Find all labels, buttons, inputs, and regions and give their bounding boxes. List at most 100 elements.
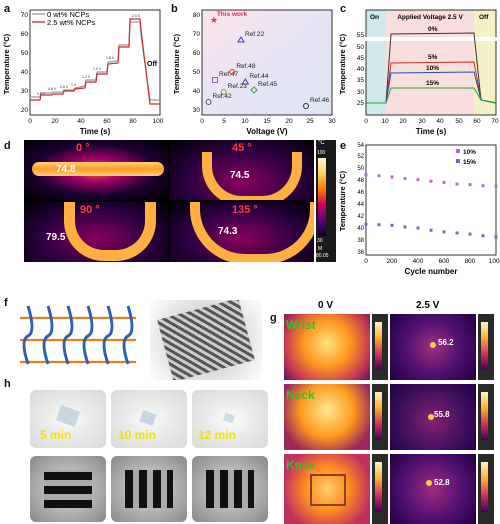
off-label: Off [147, 61, 158, 68]
applied-label: Applied Voltage 2.5 V [397, 14, 463, 21]
x-tick: 40 [436, 118, 444, 125]
x-tick: 0 [364, 118, 368, 125]
y-tick: 40 [193, 88, 201, 95]
data-point-marker: ★ [210, 15, 218, 25]
panel-e-chart: 10% 15% 0 200 400 600 800 1000 36 38 40 … [338, 143, 500, 276]
temp-readout: 56.2 [438, 338, 454, 347]
knit-fabric-photo [150, 300, 262, 380]
y-tick: 50 [357, 166, 364, 172]
time-label: 10 min [118, 428, 157, 442]
series-10pct-point [403, 177, 407, 181]
series-15pct-point [364, 222, 368, 226]
heater-photo-12min [192, 456, 268, 522]
colorbar [478, 454, 494, 524]
temp-readout: 52.8 [434, 478, 450, 487]
temp-readout: 74.8 [56, 164, 76, 175]
body-part-label: Wrist [286, 318, 316, 332]
temp-readout: 55.8 [434, 410, 450, 419]
thermal-image-45deg: 45 ° 74.5 [170, 140, 314, 200]
data-point-marker [237, 36, 245, 43]
legend-15pct: 15% [463, 159, 476, 166]
series-15pct-point [416, 226, 420, 230]
colorbar [372, 454, 388, 524]
y-tick: 38 [357, 238, 364, 244]
data-point-label: Ref.23 [228, 83, 248, 90]
panel-letter-h: h [4, 378, 11, 390]
colorbar-unit: °C [318, 140, 325, 146]
x-tick: 25 [306, 118, 314, 125]
data-point-label: Ref.48 [236, 63, 256, 70]
series-15pct-point [377, 223, 381, 227]
y-tick: 44 [357, 202, 364, 208]
volt-label: 1 V [71, 83, 77, 87]
y-tick: 52 [357, 154, 364, 160]
volt-label: 0.6 V [48, 87, 57, 91]
angle-label: 135 ° [232, 204, 258, 216]
body-part-label: Knee [286, 458, 316, 472]
panel-letter-g: g [270, 312, 277, 324]
colorbar [478, 314, 494, 380]
data-point-marker [241, 78, 250, 85]
series-2p5wt-line [30, 18, 160, 105]
series-10pct-point [494, 184, 498, 188]
data-point-marker [303, 103, 309, 109]
series-10pct-point [364, 173, 368, 177]
x-tick: 0 [364, 258, 368, 265]
heater-photo-10min [111, 456, 187, 522]
x-tick: 70 [491, 118, 499, 125]
series-10pct-point [390, 175, 394, 179]
thermal-neck-2p5v [390, 384, 476, 450]
series-label-15pct: 15% [426, 80, 439, 87]
series-15pct-point [455, 231, 459, 235]
y-tick: 35 [357, 77, 365, 84]
thermal-image-90deg: 90 ° 79.5 [24, 202, 168, 262]
x-tick: 60 [103, 118, 111, 125]
colorbar-value: 80.05 [316, 253, 329, 259]
series-15pct-line [366, 87, 497, 104]
y-tick: 50 [193, 69, 201, 76]
panel-letter-b: b [171, 3, 178, 15]
thermal-wrist-0v [284, 314, 370, 380]
x-tick: 80 [129, 118, 137, 125]
y-tick: 60 [21, 31, 29, 38]
series-10pct-point [377, 174, 381, 178]
panel-g-thermal-grid: Wrist Neck Knee 56.2 55.8 52.8 [284, 314, 498, 524]
x-tick: 100 [153, 118, 164, 125]
x-tick: 5 [222, 118, 226, 125]
x-axis-label: Time (s) [80, 127, 111, 136]
y-axis-label: Temperature (°C) [338, 33, 347, 94]
x-tick: 60 [473, 118, 481, 125]
series-10pct-point [429, 179, 433, 183]
x-tick: 0 [28, 118, 32, 125]
colorbar-min: 30 [317, 238, 323, 244]
series-15pct-point [429, 228, 433, 232]
thermal-wrist-2p5v [390, 314, 476, 380]
series-label-10pct: 10% [426, 65, 439, 72]
y-tick: 20 [21, 107, 29, 114]
data-point-label: Ref.47 [219, 71, 239, 78]
y-tick: 30 [193, 107, 201, 114]
data-point-marker [250, 86, 258, 94]
y-tick: 40 [357, 226, 364, 232]
series-10pct-point [468, 183, 472, 187]
volt-label: 1.5 V [93, 67, 102, 71]
y-tick: 30 [21, 88, 29, 95]
legend-10pct: 10% [463, 149, 476, 156]
x-tick: 40 [77, 118, 85, 125]
y-tick: 70 [21, 12, 29, 19]
x-axis-label: Time (s) [416, 127, 447, 136]
x-tick: 200 [387, 258, 398, 265]
y-tick: 42 [357, 214, 364, 220]
x-tick: 1000 [489, 258, 500, 265]
heater-photo-5min [30, 456, 106, 522]
volt-label: 0.8 V [60, 85, 69, 89]
panel-letter-a: a [4, 3, 11, 15]
x-tick: 20 [51, 118, 59, 125]
x-tick: 30 [328, 118, 336, 125]
data-point-label: Ref.46 [310, 97, 330, 104]
y-tick: 80 [193, 12, 201, 19]
column-label-2p5v: 2.5 V [416, 300, 440, 311]
on-label: On [370, 14, 379, 21]
angle-label: 90 ° [80, 204, 100, 216]
